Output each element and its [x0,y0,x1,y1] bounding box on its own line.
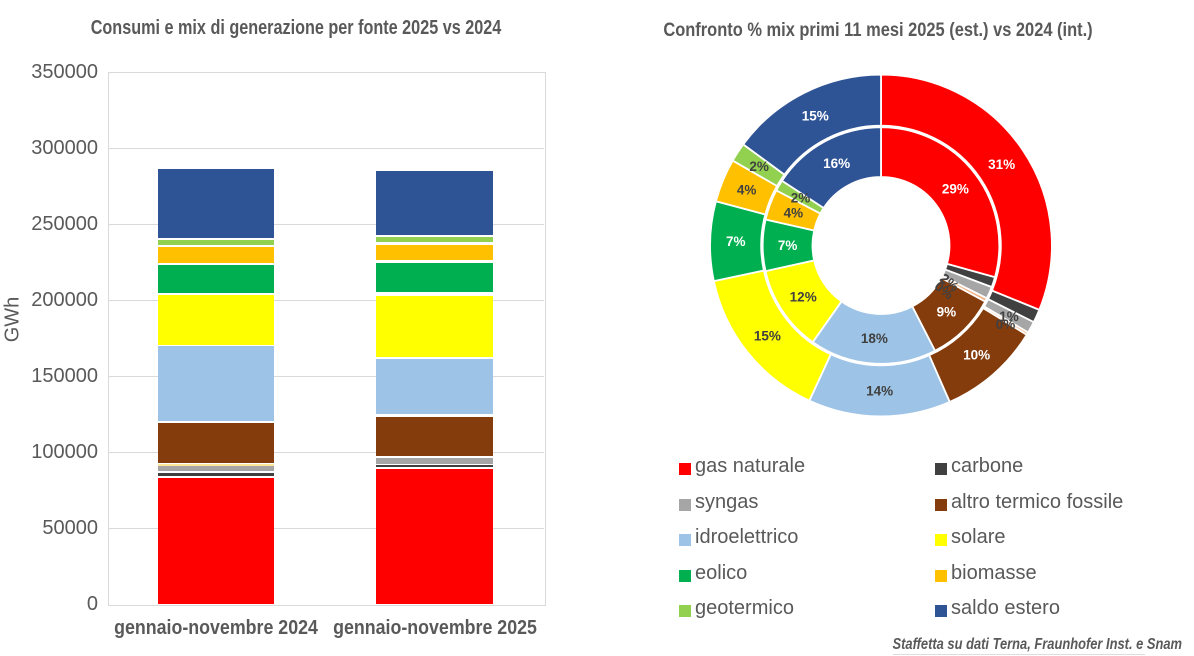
svg-text:15%: 15% [802,108,829,123]
svg-text:16%: 16% [823,156,850,171]
svg-text:29%: 29% [942,182,969,197]
svg-text:7%: 7% [726,234,746,249]
svg-text:2%: 2% [749,159,769,174]
svg-text:15%: 15% [754,329,781,344]
svg-text:4%: 4% [737,183,757,198]
svg-text:2%: 2% [791,191,811,206]
svg-text:7%: 7% [778,238,798,253]
svg-text:12%: 12% [790,290,817,305]
svg-text:18%: 18% [861,331,888,346]
svg-text:9%: 9% [937,305,957,320]
svg-text:4%: 4% [784,206,804,221]
svg-text:1%: 1% [999,309,1019,324]
svg-text:10%: 10% [963,348,990,363]
svg-text:14%: 14% [866,383,893,398]
svg-text:31%: 31% [988,157,1015,172]
svg-text:0%: 0% [996,317,1016,332]
